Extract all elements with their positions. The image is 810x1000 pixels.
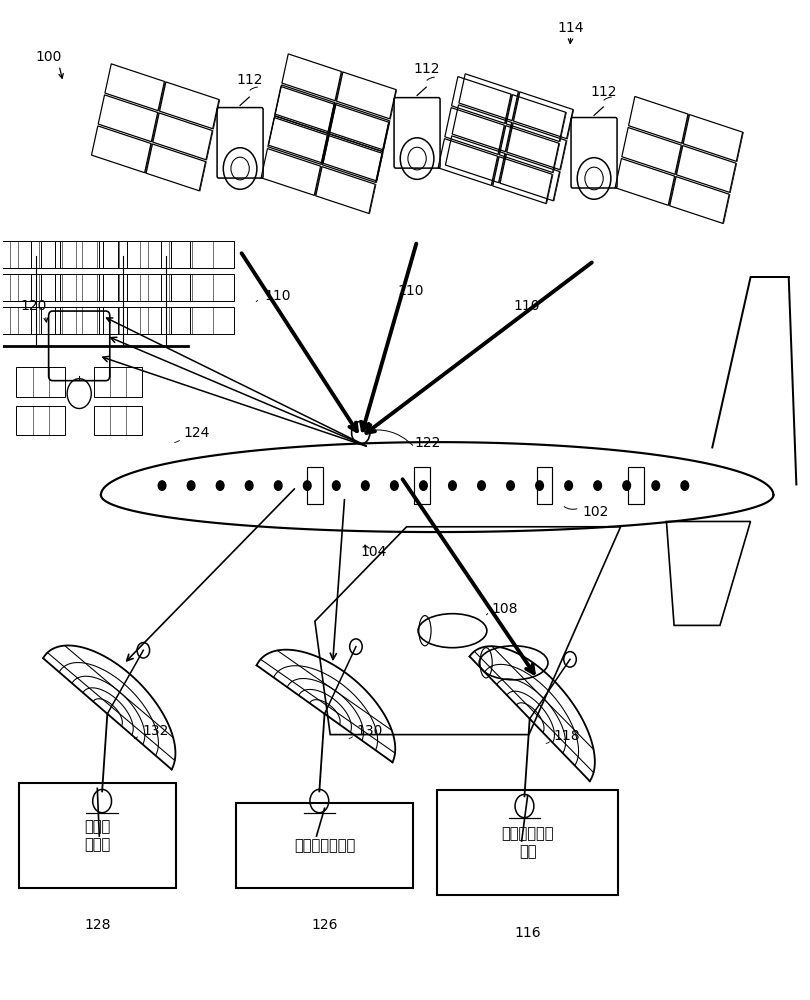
Circle shape bbox=[565, 481, 573, 490]
Circle shape bbox=[361, 481, 369, 490]
Circle shape bbox=[245, 481, 253, 490]
Text: 126: 126 bbox=[311, 918, 338, 932]
Circle shape bbox=[652, 481, 659, 490]
Text: 102: 102 bbox=[582, 505, 608, 519]
Circle shape bbox=[623, 481, 630, 490]
Circle shape bbox=[594, 481, 602, 490]
Text: 飞行器
运营商: 飞行器 运营商 bbox=[84, 819, 110, 852]
Circle shape bbox=[507, 481, 514, 490]
Text: 130: 130 bbox=[356, 724, 383, 738]
Text: 120: 120 bbox=[20, 299, 47, 313]
Text: 124: 124 bbox=[184, 426, 210, 440]
Circle shape bbox=[304, 481, 311, 490]
Text: 116: 116 bbox=[514, 926, 540, 940]
Text: 112: 112 bbox=[413, 62, 440, 76]
Circle shape bbox=[535, 481, 544, 490]
Circle shape bbox=[187, 481, 195, 490]
Circle shape bbox=[158, 481, 166, 490]
Text: 112: 112 bbox=[590, 85, 616, 99]
Bar bbox=[629, 467, 643, 504]
Text: 搜索和救援系统: 搜索和救援系统 bbox=[294, 838, 355, 853]
Text: 114: 114 bbox=[558, 21, 584, 35]
Text: 108: 108 bbox=[492, 602, 518, 616]
Circle shape bbox=[478, 481, 485, 490]
Text: 112: 112 bbox=[236, 73, 262, 87]
Bar bbox=[307, 467, 322, 504]
Text: 104: 104 bbox=[360, 545, 387, 559]
Circle shape bbox=[332, 481, 340, 490]
Text: 110: 110 bbox=[514, 299, 540, 313]
Text: 132: 132 bbox=[142, 724, 168, 738]
Text: 118: 118 bbox=[554, 729, 581, 743]
Text: 110: 110 bbox=[397, 284, 424, 298]
Circle shape bbox=[420, 481, 427, 490]
Text: 空中交通管制
系统: 空中交通管制 系统 bbox=[501, 826, 554, 859]
Circle shape bbox=[216, 481, 224, 490]
Text: 122: 122 bbox=[415, 436, 441, 450]
Circle shape bbox=[681, 481, 688, 490]
Bar bbox=[536, 467, 552, 504]
Text: 110: 110 bbox=[264, 289, 291, 303]
Circle shape bbox=[449, 481, 456, 490]
Text: 100: 100 bbox=[35, 50, 62, 64]
Text: 128: 128 bbox=[84, 918, 111, 932]
Circle shape bbox=[390, 481, 399, 490]
Bar bbox=[414, 467, 429, 504]
Circle shape bbox=[275, 481, 282, 490]
